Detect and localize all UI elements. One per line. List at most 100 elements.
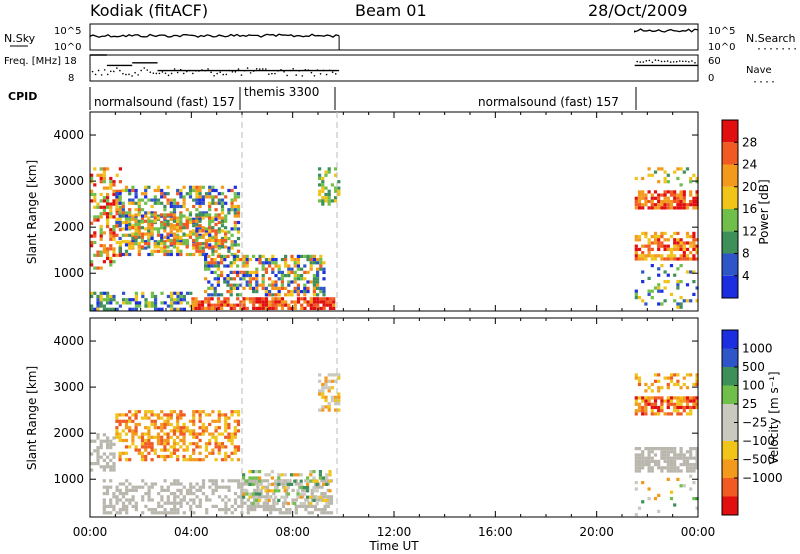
data-cell — [666, 456, 670, 460]
data-cell — [327, 389, 331, 393]
data-cell — [176, 416, 180, 420]
data-cell — [128, 488, 132, 492]
data-cell — [296, 261, 300, 265]
data-cell — [147, 498, 151, 502]
data-cell — [192, 246, 196, 250]
data-cell — [230, 479, 234, 483]
data-cell — [290, 267, 294, 271]
data-cell — [93, 462, 97, 466]
data-cell — [324, 173, 328, 177]
data-cell — [156, 454, 161, 459]
colorbar-swatch — [722, 478, 738, 497]
data-cell — [121, 504, 126, 508]
data-cell — [201, 226, 205, 230]
data-cell — [115, 432, 119, 436]
data-cell — [213, 286, 217, 290]
data-cell — [207, 264, 211, 268]
data-cell — [106, 291, 110, 295]
data-cell — [689, 203, 693, 207]
data-cell — [195, 445, 199, 449]
data-cell — [309, 258, 313, 262]
noise-right-tick-bottom: 10^0 — [708, 42, 735, 53]
data-cell — [220, 201, 225, 205]
data-cell — [274, 274, 278, 278]
data-cell — [676, 373, 680, 377]
data-cell — [163, 252, 167, 257]
data-cell — [195, 219, 199, 223]
data-cell — [102, 199, 106, 203]
data-cell — [268, 258, 272, 262]
data-cell — [270, 489, 274, 493]
nave-point — [271, 72, 273, 75]
data-cell — [237, 504, 241, 508]
data-cell — [115, 501, 119, 505]
data-cell — [637, 379, 642, 383]
data-cell — [176, 419, 180, 423]
data-cell — [150, 232, 154, 236]
data-cell — [96, 215, 100, 219]
data-cell — [109, 452, 113, 456]
data-cell — [320, 492, 324, 496]
data-cell — [140, 458, 145, 462]
data-cell — [192, 185, 196, 189]
data-cell — [109, 442, 113, 446]
data-cell — [207, 254, 211, 258]
data-cell — [106, 465, 110, 469]
data-cell — [327, 402, 331, 406]
data-cell — [137, 242, 141, 246]
data-cell — [192, 219, 196, 223]
data-cell — [147, 211, 151, 215]
data-cell — [322, 297, 326, 301]
data-cell — [326, 511, 330, 515]
data-cell — [679, 405, 683, 410]
data-cell — [160, 226, 164, 230]
data-cell — [285, 479, 289, 483]
data-cell — [160, 442, 164, 446]
data-cell — [90, 234, 94, 238]
data-cell — [211, 201, 215, 205]
data-cell — [124, 438, 129, 443]
data-cell — [169, 435, 173, 439]
data-cell — [246, 508, 250, 512]
data-cell — [641, 203, 645, 207]
data-cell — [192, 243, 196, 247]
data-cell — [153, 249, 157, 253]
nave-point — [286, 74, 288, 77]
data-cell — [264, 286, 268, 290]
data-cell — [653, 463, 658, 467]
data-cell — [695, 193, 699, 197]
data-cell — [641, 405, 645, 410]
data-cell — [128, 252, 132, 257]
data-cell — [109, 256, 113, 261]
colorbar-swatch — [722, 422, 738, 441]
data-cell — [650, 402, 654, 406]
data-cell — [137, 198, 141, 202]
data-cell — [233, 479, 238, 483]
data-cell — [682, 299, 686, 303]
data-cell — [337, 402, 341, 406]
data-cell — [322, 293, 326, 297]
data-cell — [128, 501, 132, 505]
data-cell — [689, 466, 693, 470]
data-cell — [134, 410, 138, 414]
data-cell — [252, 290, 256, 294]
data-cell — [137, 410, 141, 414]
data-cell — [322, 498, 326, 502]
data-cell — [236, 429, 241, 433]
nave-point — [691, 60, 693, 62]
data-cell — [307, 511, 311, 515]
data-cell — [692, 173, 696, 177]
data-cell — [634, 238, 638, 242]
colorbar-swatch — [722, 209, 738, 232]
data-cell — [195, 442, 199, 446]
data-cell — [172, 451, 177, 455]
nave-point — [149, 71, 152, 74]
data-cell — [106, 455, 110, 459]
data-cell — [660, 264, 664, 268]
nave-point — [682, 60, 684, 63]
data-cell — [315, 479, 319, 483]
data-cell — [106, 301, 110, 305]
data-cell — [153, 227, 157, 231]
data-cell — [169, 429, 173, 433]
data-cell — [102, 186, 106, 190]
